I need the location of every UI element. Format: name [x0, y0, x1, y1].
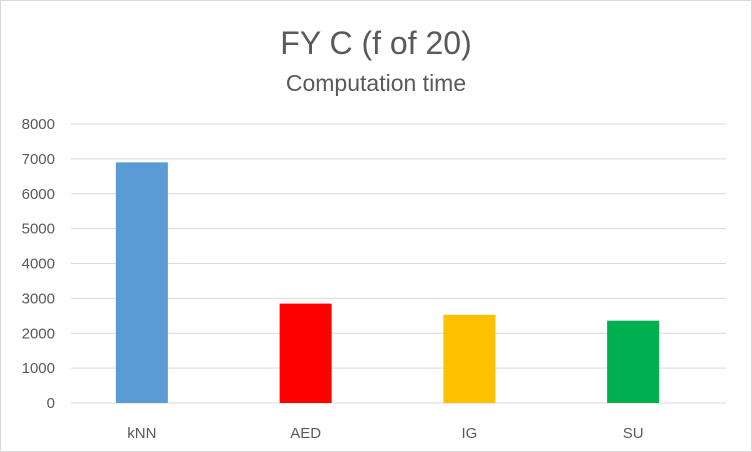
y-tick-label: 4000	[22, 256, 55, 273]
y-tick-label: 1000	[22, 360, 55, 377]
chart-title: FY C (f of 20)	[280, 25, 472, 61]
y-tick-label: 0	[47, 395, 55, 412]
bar-knn	[115, 162, 168, 403]
y-tick-label: 8000	[22, 116, 55, 133]
x-tick-label: kNN	[127, 425, 156, 442]
x-tick-label: SU	[623, 425, 644, 442]
y-tick-label: 5000	[22, 221, 55, 238]
x-tick-label: IG	[461, 425, 477, 442]
y-tick-label: 7000	[22, 151, 55, 168]
y-tick-label: 2000	[22, 325, 55, 342]
chart-subtitle: Computation time	[285, 70, 467, 96]
bar-ig	[443, 314, 496, 403]
x-tick-label: AED	[290, 425, 321, 442]
y-tick-label: 6000	[22, 186, 55, 203]
y-tick-label: 3000	[22, 290, 55, 307]
bar-su	[607, 320, 660, 403]
bar-aed	[279, 303, 332, 403]
